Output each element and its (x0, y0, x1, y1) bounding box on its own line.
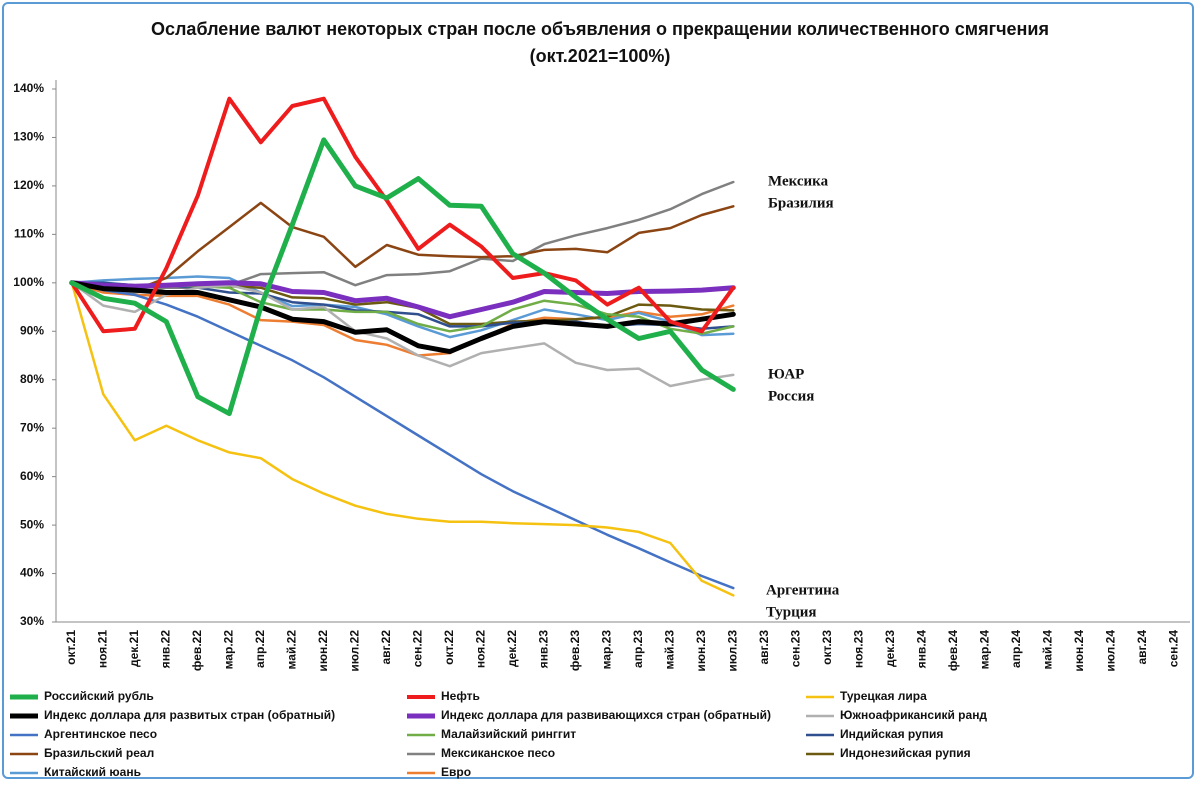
x-tick-label: мар.22 (221, 630, 235, 670)
y-tick-label: 140% (13, 81, 44, 95)
legend-label: Аргентинское песо (44, 727, 157, 741)
y-tick-label: 130% (13, 130, 44, 144)
x-tick-label: янв.22 (158, 630, 172, 669)
x-tick-label: сен.22 (410, 630, 424, 668)
y-tick-label: 80% (20, 372, 44, 386)
x-tick-label: июл.24 (1103, 630, 1117, 672)
legend-label: Индонезийская рупия (840, 746, 971, 760)
x-tick-label: апр.24 (1009, 630, 1023, 668)
series-line (70, 281, 735, 590)
x-tick-label: дек.22 (505, 630, 519, 667)
annotation: Аргентина (766, 582, 840, 598)
x-tick-label: мар.24 (977, 630, 991, 670)
y-tick-label: 50% (20, 517, 44, 531)
x-tick-label: ноя.23 (851, 630, 865, 668)
x-tick-label: окт.23 (820, 630, 834, 665)
legend-label: Индекс доллара для развитых стран (обрат… (44, 708, 335, 722)
legend-label: Евро (441, 765, 471, 779)
y-tick-label: 70% (20, 420, 44, 434)
x-tick-label: июл.22 (347, 630, 361, 672)
x-tick-label: май.23 (662, 630, 676, 670)
legend-label: Индекс доллара для развивающихся стран (… (441, 708, 771, 722)
y-tick-label: 90% (20, 323, 44, 337)
x-tick-label: фев.22 (190, 630, 204, 671)
legend-label: Бразильский реал (44, 746, 154, 760)
x-tick-label: янв.23 (536, 630, 550, 669)
x-tick-label: июн.22 (316, 630, 330, 672)
y-tick-label: 120% (13, 178, 44, 192)
x-tick-label: май.24 (1040, 630, 1054, 670)
x-tick-label: сен.24 (1166, 630, 1180, 668)
x-tick-label: фев.24 (946, 630, 960, 671)
x-tick-label: янв.24 (914, 630, 928, 669)
series-line (69, 280, 736, 355)
legend-label: Нефть (441, 689, 480, 703)
series-line (70, 201, 735, 292)
legend-label: Индийская рупия (840, 727, 943, 741)
series-line (69, 137, 736, 417)
x-tick-label: мар.23 (599, 630, 613, 670)
x-tick-label: апр.23 (631, 630, 645, 668)
annotation: Бразилия (768, 195, 834, 211)
x-tick-label: июн.24 (1072, 630, 1086, 672)
x-tick-label: сен.23 (788, 630, 802, 668)
series-line (69, 96, 736, 334)
y-tick-label: 100% (13, 275, 44, 289)
x-tick-label: июл.23 (725, 630, 739, 672)
annotation: Россия (768, 388, 814, 404)
x-tick-label: окт.22 (442, 630, 456, 665)
annotation: Мексика (768, 173, 829, 189)
series-line (69, 280, 736, 320)
x-tick-label: окт.21 (64, 630, 78, 665)
y-tick-label: 40% (20, 566, 44, 580)
x-tick-label: ноя.21 (95, 630, 109, 668)
x-tick-label: фев.23 (568, 630, 582, 671)
legend-label: Мексиканское песо (441, 746, 555, 760)
x-tick-label: май.22 (284, 630, 298, 670)
y-tick-label: 110% (14, 227, 44, 241)
x-tick-label: дек.21 (127, 630, 141, 667)
legend-label: Китайский юань (44, 765, 141, 779)
annotation: ЮАР (768, 366, 804, 382)
chart-title: Ослабление валют некоторых стран после о… (150, 19, 1049, 66)
x-tick-label: ноя.22 (473, 630, 487, 668)
x-tick-label: июн.23 (694, 630, 708, 672)
series-line (70, 281, 735, 597)
y-tick-label: 60% (20, 469, 44, 483)
x-tick-label: дек.23 (883, 630, 897, 667)
legend-label: Турецкая лира (840, 689, 927, 703)
x-tick-label: авг.24 (1135, 630, 1149, 665)
legend-label: Южноафрикансикй ранд (840, 708, 987, 722)
legend-label: Российский рубль (44, 689, 154, 703)
annotation: Турция (766, 604, 817, 620)
x-tick-label: авг.22 (379, 630, 393, 665)
x-tick-label: авг.23 (757, 630, 771, 665)
legend-label: Малайзийский ринггит (441, 727, 576, 741)
y-tick-label: 30% (20, 614, 44, 628)
x-tick-label: апр.22 (253, 630, 267, 668)
